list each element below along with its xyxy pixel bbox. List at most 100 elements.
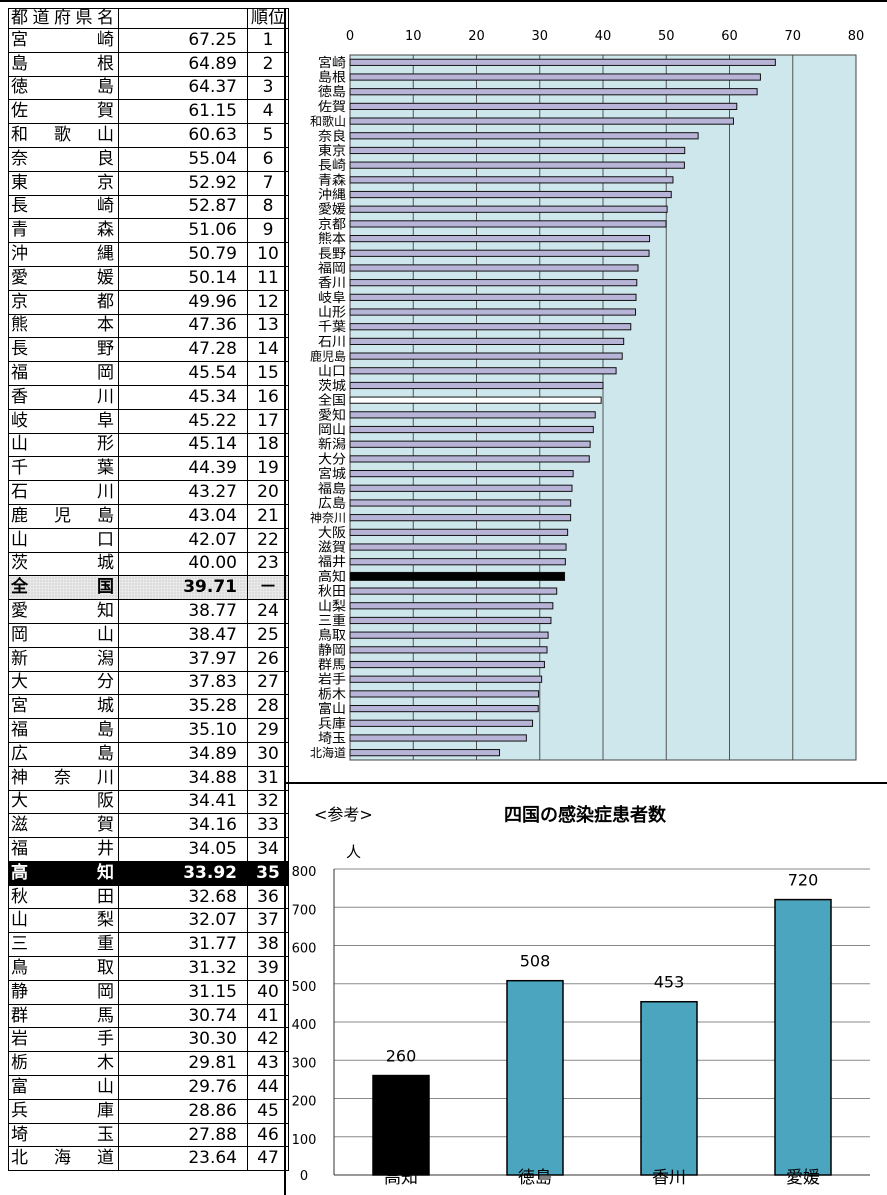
prefecture-name-cell: 福岡 (8, 361, 119, 386)
y-axis-unit-label: 人 (346, 843, 361, 861)
bar (349, 514, 572, 522)
value-cell: 34.16 (118, 813, 248, 839)
category-label: 岐阜 (318, 290, 346, 306)
table-row: 島根 64.89 2 (8, 51, 289, 77)
rank-cell: 38 (247, 932, 289, 958)
table-row: 広島 34.89 30 (8, 741, 289, 767)
table-row: 東京 52.92 7 (8, 170, 289, 196)
rank-cell: 47 (247, 1146, 289, 1172)
table-row: 熊本 47.36 13 (8, 313, 289, 339)
bar (349, 381, 604, 390)
bar (349, 734, 527, 742)
table-row: 石川 43.27 20 (8, 480, 289, 505)
x-tick-label: 70 (784, 29, 801, 44)
category-label: 岡山 (318, 423, 346, 438)
bar (349, 220, 667, 228)
rank-cell: 13 (247, 313, 289, 339)
value-cell: 29.81 (118, 1051, 248, 1077)
rank-cell: 14 (247, 337, 289, 363)
value-cell: 38.77 (118, 599, 248, 624)
rank-cell: 4 (247, 99, 289, 125)
x-tick-label: 0 (346, 29, 354, 44)
table-row: 岡山 38.47 25 (8, 622, 289, 648)
chart-title: 四国の感染症患者数 (504, 804, 667, 826)
value-cell: 52.92 (118, 170, 248, 196)
value-cell: 35.28 (118, 694, 248, 720)
rank-cell: 39 (247, 956, 289, 981)
prefecture-name-cell: 新潟 (8, 646, 119, 672)
category-label: 和歌山 (310, 114, 346, 129)
category-label: 千葉 (318, 320, 346, 335)
rank-cell: 27 (247, 670, 289, 696)
rank-cell: 29 (247, 718, 289, 743)
value-cell: 30.30 (118, 1027, 248, 1053)
prefecture-name-cell: 岩手 (8, 1027, 119, 1053)
value-cell: 31.77 (118, 932, 248, 958)
table-row: 茨城 40.00 23 (8, 551, 289, 577)
y-tick-label: 700 (292, 903, 317, 918)
table-row: 全国 39.71 － (8, 575, 289, 601)
category-label: 長崎 (318, 159, 346, 174)
bar (774, 898, 832, 1176)
category-label: 山梨 (318, 599, 346, 614)
rank-cell: 3 (247, 75, 289, 101)
bar (349, 499, 572, 507)
value-cell: 47.36 (118, 313, 248, 339)
bar (349, 425, 594, 434)
prefecture-name-cell: 広島 (8, 741, 119, 767)
header-rank: 順位 (247, 8, 289, 29)
category-label: 群馬 (318, 658, 346, 673)
x-tick-label: 30 (531, 29, 548, 44)
table-row: 山形 45.14 18 (8, 432, 289, 458)
rank-cell: 12 (247, 289, 289, 315)
category-label: 徳島 (318, 85, 346, 100)
value-cell: 30.74 (118, 1003, 248, 1029)
bar (349, 293, 637, 301)
prefecture-name-cell: 熊本 (8, 313, 119, 339)
rank-cell: 6 (247, 146, 289, 172)
y-tick-label: 200 (292, 1095, 317, 1110)
y-tick-label: 800 (292, 865, 317, 880)
bar (372, 1074, 430, 1176)
data-label: 720 (788, 871, 819, 890)
bar (349, 558, 566, 566)
rank-cell: 41 (247, 1003, 289, 1029)
table-header-row: 都道府県名 順位 (8, 8, 289, 29)
rank-cell: 32 (247, 789, 289, 815)
table-row: 青森 51.06 9 (8, 218, 289, 244)
prefecture-name-cell: 沖縄 (8, 242, 119, 267)
category-label: 福井 (318, 555, 346, 570)
prefecture-name-cell: 神奈川 (8, 765, 119, 791)
value-cell: 34.41 (118, 789, 248, 815)
value-cell: 29.76 (118, 1075, 248, 1100)
prefecture-name-cell: 三重 (8, 932, 119, 958)
table-row: 滋賀 34.16 33 (8, 813, 289, 839)
table-row: 岐阜 45.22 17 (8, 408, 289, 434)
value-cell: 44.39 (118, 456, 248, 482)
prefecture-name-cell: 長崎 (8, 194, 119, 220)
value-cell: 27.88 (118, 1122, 248, 1148)
bar (349, 587, 558, 595)
y-tick-label: 500 (292, 980, 317, 995)
prefecture-name-cell: 茨城 (8, 551, 119, 577)
rank-cell: 25 (247, 622, 289, 648)
value-cell: 32.68 (118, 884, 248, 910)
rank-cell: 31 (247, 765, 289, 791)
bar (349, 308, 637, 316)
category-label: 愛知 (318, 407, 346, 423)
x-tick-label: 60 (721, 29, 738, 44)
prefecture-bar-chart: 0 10 20 30 40 50 60 70 80 宮崎島根徳島佐賀和歌山奈良東京長崎青森沖縄愛媛… (310, 29, 864, 761)
value-cell: 49.96 (118, 289, 248, 315)
value-cell: 32.07 (118, 908, 248, 934)
prefecture-name-cell: 群馬 (8, 1003, 119, 1029)
rank-cell: 24 (247, 599, 289, 624)
table-row: 愛知 38.77 24 (8, 599, 289, 624)
table-row: 大分 37.83 27 (8, 670, 289, 696)
category-label: 長野 (318, 247, 346, 262)
rank-cell: 18 (247, 432, 289, 458)
value-cell: 42.07 (118, 527, 248, 553)
bar (349, 675, 543, 683)
rank-cell: 34 (247, 837, 289, 862)
bar (349, 352, 623, 360)
value-cell: 34.88 (118, 765, 248, 791)
